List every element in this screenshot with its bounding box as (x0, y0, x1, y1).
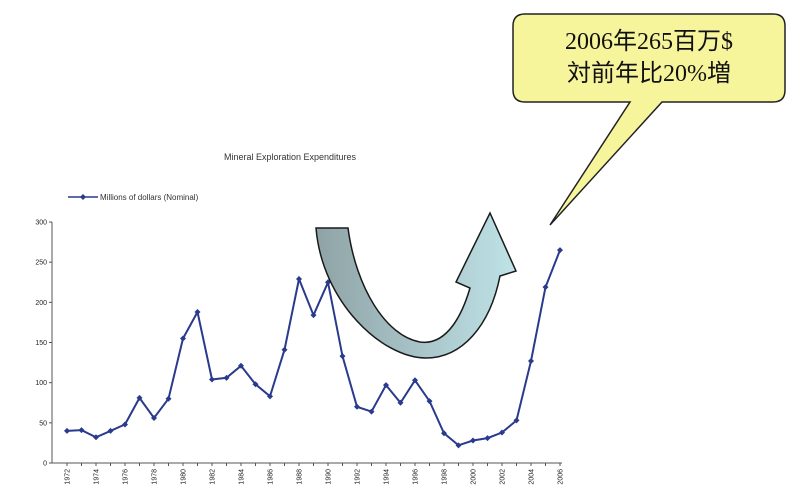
x-tick-label: 1976 (123, 469, 130, 485)
y-tick-label: 0 (43, 461, 47, 468)
x-tick-label: 1972 (65, 469, 72, 485)
data-point (484, 435, 491, 442)
data-point (296, 276, 302, 283)
x-tick-label: 1994 (384, 469, 391, 485)
data-point (223, 374, 230, 381)
y-ticks: 0 50 100 150 200 250 300 (35, 220, 52, 468)
legend: Millions of dollars (Nominal) (68, 193, 199, 202)
data-point (107, 427, 114, 434)
x-tick-label: 1996 (413, 469, 420, 485)
data-point (310, 312, 317, 319)
callout-bubble (512, 13, 786, 226)
x-tick-label: 1998 (442, 469, 449, 485)
y-tick-label: 50 (39, 420, 47, 427)
x-tick-label: 1984 (239, 469, 246, 485)
x-tick-label: 1990 (326, 469, 333, 485)
x-ticks: 1972 1974 1976 1978 1980 1982 1984 1986 1988 1990… (65, 463, 565, 485)
data-point (122, 421, 128, 428)
data-point (339, 353, 346, 360)
data-point (165, 395, 172, 402)
x-tick-label: 1992 (355, 469, 362, 485)
x-tick-label: 1988 (297, 469, 304, 485)
x-tick-label: 2002 (500, 469, 507, 485)
data-point (426, 398, 433, 405)
curved-arrow (315, 211, 518, 359)
legend-label: Millions of dollars (Nominal) (100, 193, 199, 202)
data-point (557, 247, 563, 254)
data-point (93, 434, 99, 441)
data-point (194, 308, 201, 315)
data-point (441, 430, 447, 437)
data-point (354, 403, 360, 410)
data-point (151, 415, 157, 422)
x-tick-label: 1974 (94, 469, 101, 485)
x-tick-label: 2004 (529, 469, 536, 485)
y-tick-label: 100 (35, 380, 47, 387)
y-tick-label: 250 (35, 260, 47, 267)
data-point (180, 335, 186, 342)
data-point (397, 399, 404, 406)
data-point (542, 284, 549, 291)
data-point (209, 376, 215, 383)
x-tick-label: 1982 (210, 469, 217, 485)
data-point (64, 427, 70, 434)
y-tick-label: 150 (35, 340, 47, 347)
data-point (383, 382, 389, 389)
x-tick-label: 1986 (268, 469, 275, 485)
chart-title: Mineral Exploration Expenditures (224, 152, 357, 162)
data-point (455, 442, 462, 449)
data-point (412, 377, 418, 384)
data-point (78, 427, 85, 434)
x-tick-label: 2000 (471, 469, 478, 485)
data-point (136, 394, 143, 401)
x-tick-label: 1980 (181, 469, 188, 485)
legend-marker (80, 194, 86, 200)
data-point (528, 357, 534, 364)
data-point (470, 437, 476, 444)
data-point (281, 346, 288, 353)
y-tick-label: 300 (35, 220, 47, 227)
data-point (499, 429, 505, 436)
data-point (238, 362, 244, 369)
data-point (513, 417, 520, 424)
series-layer (64, 247, 563, 449)
data-point (368, 408, 375, 415)
y-tick-label: 200 (35, 300, 47, 307)
x-tick-label: 1978 (152, 469, 159, 485)
data-point (252, 381, 259, 388)
x-tick-label: 2006 (558, 469, 565, 485)
data-point (267, 393, 273, 400)
